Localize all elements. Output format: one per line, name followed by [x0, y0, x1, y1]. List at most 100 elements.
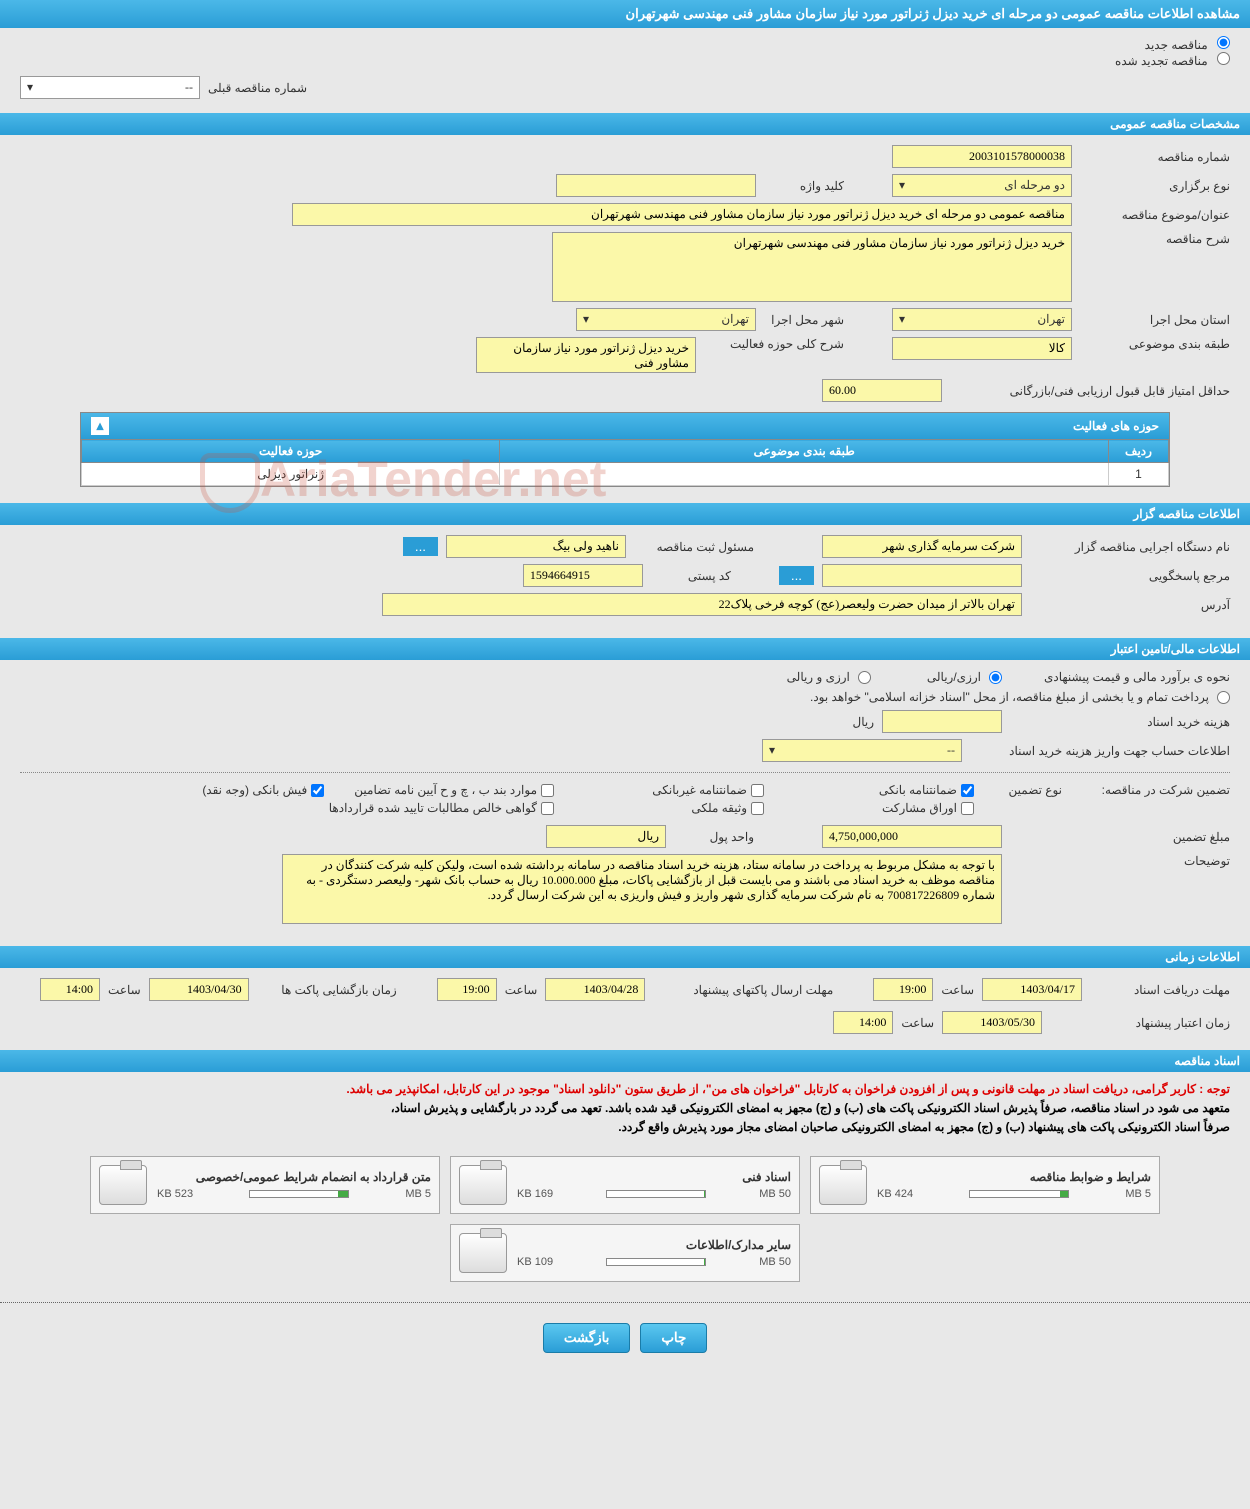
province-label: استان محل اجرا	[1080, 313, 1230, 327]
hour-label-3: ساعت	[108, 983, 141, 997]
activity-col-num: ردیف	[1109, 440, 1169, 463]
print-button[interactable]: چاپ	[640, 1323, 707, 1353]
officer-lookup-button[interactable]: ...	[403, 537, 438, 556]
currency-input[interactable]	[546, 825, 666, 848]
officer-label: مسئول ثبت مناقصه	[634, 540, 754, 554]
cb-cases-label: موارد بند ب ، چ و ح آیین نامه تضامین	[354, 783, 537, 797]
collapse-activity-button[interactable]: ▴	[91, 417, 109, 435]
address-label: آدرس	[1030, 598, 1230, 612]
desc-textarea[interactable]	[552, 232, 1072, 302]
doc-notice-black1: متعهد می شود در اسناد مناقصه، صرفاً پذیر…	[20, 1099, 1230, 1118]
validity-date[interactable]	[942, 1011, 1042, 1034]
receive-doc-time[interactable]	[873, 978, 933, 1001]
category-input[interactable]	[892, 337, 1072, 360]
cb-nonbank-guarantee[interactable]	[751, 784, 764, 797]
contact-label: مرجع پاسخگویی	[1030, 569, 1230, 583]
open-env-label: زمان بازگشایی پاکت ها	[257, 983, 397, 997]
doc-progress	[606, 1190, 706, 1198]
currency-label: واحد پول	[674, 830, 754, 844]
tender-number-input[interactable]	[892, 145, 1072, 168]
section-financial: اطلاعات مالی/تامین اعتبار	[0, 638, 1250, 660]
guarantee-amount-input[interactable]	[822, 825, 1002, 848]
back-button[interactable]: بازگشت	[543, 1323, 631, 1353]
contact-lookup-button[interactable]: ...	[779, 566, 814, 585]
cb-nonbank-guarantee-label: ضمانتنامه غیربانکی	[652, 783, 747, 797]
doc-used-size: 523 KB	[157, 1188, 193, 1200]
validity-label: زمان اعتبار پیشنهاد	[1050, 1016, 1230, 1030]
hour-label-2: ساعت	[505, 983, 538, 997]
contact-input[interactable]	[822, 564, 1022, 587]
cb-bonds[interactable]	[961, 802, 974, 815]
doc-max-size: 50 MB	[759, 1188, 791, 1200]
est-label: نحوه ی برآورد مالی و قیمت پیشنهادی	[1010, 670, 1230, 684]
folder-icon	[459, 1165, 507, 1205]
doc-progress	[969, 1190, 1069, 1198]
section-general: مشخصات مناقصه عمومی	[0, 113, 1250, 135]
city-select[interactable]: تهران▾	[576, 308, 756, 331]
doc-card-title: اسناد فنی	[517, 1170, 791, 1184]
open-env-time[interactable]	[40, 978, 100, 1001]
activity-row-activity: ژنراتور دیزلی	[82, 463, 500, 486]
doc-used-size: 109 KB	[517, 1256, 553, 1268]
receive-doc-label: مهلت دریافت اسناد	[1090, 983, 1230, 997]
cb-property[interactable]	[751, 802, 764, 815]
section-organizer: اطلاعات مناقصه گزار	[0, 503, 1250, 525]
type-select[interactable]: دو مرحله ای▾	[892, 174, 1072, 197]
doc-card[interactable]: متن قرارداد به انضمام شرایط عمومی/خصوصی …	[90, 1156, 440, 1214]
doc-used-size: 169 KB	[517, 1188, 553, 1200]
keyword-input[interactable]	[556, 174, 756, 197]
prev-number-select[interactable]: --▾	[20, 76, 200, 99]
doc-card[interactable]: سایر مدارک/اطلاعات 50 MB 109 KB	[450, 1224, 800, 1282]
account-label: اطلاعات حساب جهت واریز هزینه خرید اسناد	[970, 744, 1230, 758]
guarantee-amount-label: مبلغ تضمین	[1010, 830, 1230, 844]
radio-forex[interactable]	[858, 671, 871, 684]
subject-input[interactable]	[292, 203, 1072, 226]
doc-card-title: سایر مدارک/اطلاعات	[517, 1238, 791, 1252]
category-label: طبقه بندی موضوعی	[1080, 337, 1230, 351]
account-select[interactable]: --▾	[762, 739, 962, 762]
exec-label: نام دستگاه اجرایی مناقصه گزار	[1030, 540, 1230, 554]
activity-desc-textarea[interactable]	[476, 337, 696, 373]
postal-label: کد پستی	[651, 569, 731, 583]
folder-icon	[819, 1165, 867, 1205]
doc-notice-black2: صرفاً اسناد الکترونیکی پاکت های پیشنهاد …	[20, 1118, 1230, 1137]
cb-cash-label: فیش بانکی (وجه نقد)	[202, 783, 307, 797]
notes-textarea[interactable]	[282, 854, 1002, 924]
cb-receivables-label: گواهی خالص مطالبات تایید شده قراردادها	[329, 801, 537, 815]
validity-time[interactable]	[833, 1011, 893, 1034]
cb-bank-guarantee[interactable]	[961, 784, 974, 797]
city-label: شهر محل اجرا	[764, 313, 844, 327]
address-input[interactable]	[382, 593, 1022, 616]
radio-renewed-tender[interactable]	[1217, 52, 1230, 65]
cb-bank-guarantee-label: ضمانتنامه بانکی	[879, 783, 957, 797]
purchase-label: هزینه خرید اسناد	[1010, 715, 1230, 729]
radio-treasury[interactable]	[1217, 691, 1230, 704]
officer-input[interactable]	[446, 535, 626, 558]
province-select[interactable]: تهران▾	[892, 308, 1072, 331]
desc-label: شرح مناقصه	[1080, 232, 1230, 246]
purchase-input[interactable]	[882, 710, 1002, 733]
exec-input[interactable]	[822, 535, 1022, 558]
send-env-label: مهلت ارسال پاکتهای پیشنهاد	[653, 983, 833, 997]
activity-desc-label: شرح کلی حوزه فعالیت	[704, 337, 844, 351]
open-env-date[interactable]	[149, 978, 249, 1001]
radio-rial[interactable]	[989, 671, 1002, 684]
cb-cash[interactable]	[311, 784, 324, 797]
activity-row-num: 1	[1109, 463, 1169, 486]
cb-receivables[interactable]	[541, 802, 554, 815]
postal-input[interactable]	[523, 564, 643, 587]
radio-rial-label: ارزی/ریالی	[927, 670, 981, 684]
doc-card[interactable]: اسناد فنی 50 MB 169 KB	[450, 1156, 800, 1214]
radio-new-tender[interactable]	[1217, 36, 1230, 49]
cb-cases[interactable]	[541, 784, 554, 797]
doc-max-size: 5 MB	[1125, 1188, 1151, 1200]
send-env-date[interactable]	[545, 978, 645, 1001]
min-score-input[interactable]	[822, 379, 942, 402]
doc-max-size: 50 MB	[759, 1256, 791, 1268]
folder-icon	[99, 1165, 147, 1205]
doc-card[interactable]: شرایط و ضوابط مناقصه 5 MB 424 KB	[810, 1156, 1160, 1214]
guarantee-type-label: نوع تضمین	[982, 783, 1062, 797]
receive-doc-date[interactable]	[982, 978, 1082, 1001]
doc-notice-red: توجه : کاربر گرامی، دریافت اسناد در مهلت…	[20, 1080, 1230, 1099]
send-env-time[interactable]	[437, 978, 497, 1001]
